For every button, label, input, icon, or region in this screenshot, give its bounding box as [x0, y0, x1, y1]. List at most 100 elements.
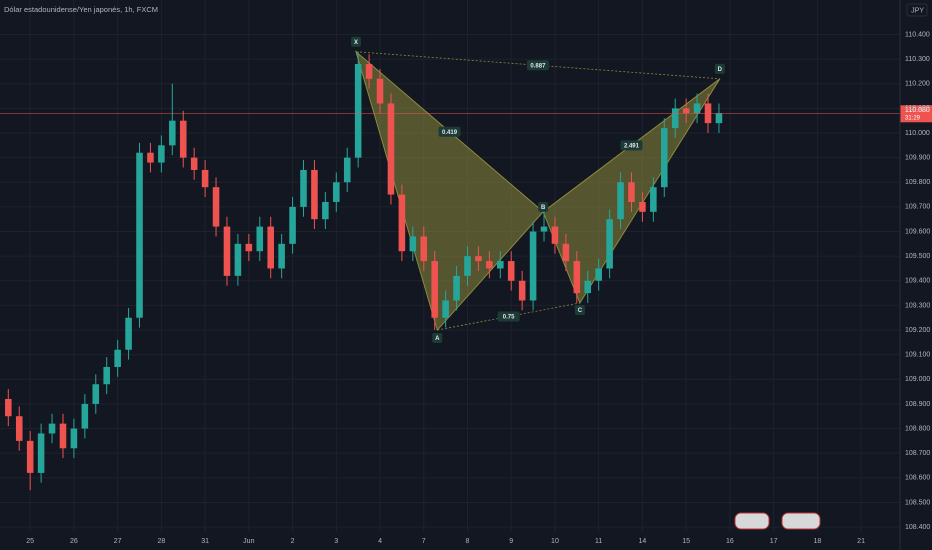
candle-body: [234, 243, 242, 276]
y-tick-label: 109.300: [905, 302, 930, 309]
candle-body: [37, 433, 45, 473]
x-tick-label: 21: [857, 538, 865, 545]
x-tick-label: 26: [70, 538, 78, 545]
ratio-label-bg: [497, 311, 520, 322]
candle-body: [256, 226, 264, 252]
x-tick-label: 18: [813, 538, 821, 545]
point-label: A: [435, 336, 440, 342]
candle-body: [245, 243, 253, 252]
candle-body: [48, 423, 56, 434]
y-tick-label: 110.000: [905, 130, 930, 137]
ratio-label-bg: [620, 140, 643, 151]
candle-body: [114, 349, 121, 367]
x-tick-label: 28: [157, 538, 165, 545]
y-tick-label: 110.400: [905, 31, 930, 38]
x-tick-label: Jun: [243, 538, 254, 545]
y-tick-label: 109.600: [905, 228, 930, 235]
candle-body: [693, 103, 701, 114]
ratio-line: [355, 51, 544, 213]
y-tick-label: 109.700: [905, 204, 930, 211]
logo-badge: [734, 512, 770, 530]
x-tick-label: 10: [551, 538, 559, 545]
candle-body: [179, 120, 187, 158]
y-tick-label: 108.800: [905, 425, 930, 432]
candle-body: [398, 194, 406, 252]
candle-body: [507, 261, 515, 281]
point-label-bg: [714, 63, 725, 74]
candle-body: [81, 403, 89, 429]
candle-body: [661, 128, 668, 188]
candle-body: [267, 226, 274, 269]
y-tick-label: 108.900: [905, 401, 930, 408]
candle-body: [278, 243, 285, 269]
candle-body: [289, 206, 296, 244]
x-tick-label: 25: [26, 538, 34, 545]
candle-body: [606, 219, 613, 269]
x-tick-label: 16: [726, 538, 734, 545]
ratio-line: [542, 78, 721, 213]
point-label: X: [354, 40, 358, 46]
y-tick-label: 108.500: [905, 499, 930, 506]
y-tick-label: 109.100: [905, 352, 930, 359]
y-tick-label: 109.400: [905, 278, 930, 285]
candle-body: [311, 169, 318, 220]
candle-body: [671, 108, 679, 129]
x-tick-label: 17: [770, 538, 778, 545]
point-label-bg: [432, 333, 443, 344]
candle-body: [420, 236, 428, 262]
y-tick-label: 109.900: [905, 154, 930, 161]
countdown: 31:29: [905, 115, 921, 121]
y-tick-label: 110.100: [905, 105, 930, 112]
last-price-label: 110.080: [905, 107, 930, 114]
candle-body: [70, 428, 78, 449]
candle-body: [354, 64, 362, 158]
candle-body: [562, 243, 570, 262]
ratio-line: [355, 51, 720, 80]
y-tick-label: 110.300: [905, 56, 930, 63]
candle-body: [650, 187, 657, 212]
candle-body: [464, 256, 471, 276]
candle-body: [387, 103, 395, 195]
candle-body: [475, 256, 482, 262]
candle-body: [15, 416, 23, 441]
point-label-bg: [350, 36, 361, 47]
candle-body: [639, 201, 646, 212]
candle-body: [322, 201, 329, 220]
candle-body: [573, 261, 581, 294]
ratio-label-bg: [438, 126, 461, 137]
candle-body: [540, 226, 548, 232]
candle-body: [442, 300, 449, 318]
x-tick-label: 14: [639, 538, 647, 545]
candle-body: [431, 261, 438, 318]
x-tick-label: 4: [378, 538, 382, 545]
chart-title: Dólar estadounidense/Yen japonés, 1h, FX…: [4, 5, 158, 14]
point-label: D: [718, 67, 723, 73]
candle-body: [26, 440, 34, 473]
candle-body: [59, 423, 67, 449]
ratio-label: 2.491: [624, 143, 640, 149]
last-price-tag: [900, 105, 932, 123]
candle-body: [486, 261, 493, 269]
x-tick-label: 31: [201, 538, 209, 545]
currency-box[interactable]: [906, 3, 928, 17]
ratio-label: 0.419: [442, 130, 458, 136]
y-tick-label: 108.600: [905, 475, 930, 482]
candle-body: [715, 113, 723, 124]
candle-body: [376, 78, 384, 104]
candle-body: [5, 399, 12, 417]
ratio-label: 0.887: [530, 63, 546, 69]
y-tick-label: 108.700: [905, 450, 930, 457]
y-tick-label: 108.400: [905, 524, 930, 531]
x-tick-label: 9: [509, 538, 513, 545]
candle-body: [551, 226, 559, 244]
candle-body: [300, 169, 307, 207]
point-label-bg: [574, 304, 585, 315]
y-tick-label: 109.000: [905, 376, 930, 383]
candles: [5, 51, 723, 491]
ratio-label: 0.75: [503, 315, 515, 321]
y-tick-label: 110.200: [905, 81, 930, 88]
y-tick-label: 109.500: [905, 253, 930, 260]
candle-body: [518, 280, 526, 301]
